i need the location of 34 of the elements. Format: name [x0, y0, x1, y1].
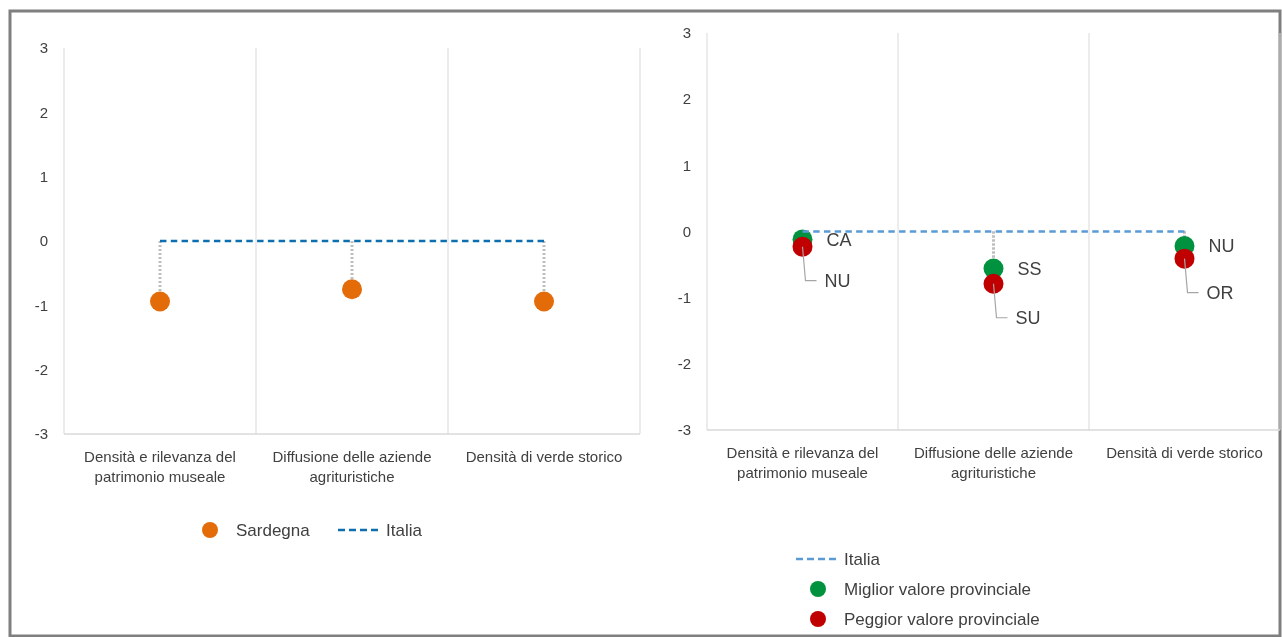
y-tick-label: -1	[677, 288, 691, 306]
point	[792, 236, 813, 257]
y-tick-label: -3	[34, 425, 48, 443]
annotation: NU	[1208, 236, 1235, 257]
x-tick-label: Densità di verde storico	[1106, 444, 1263, 461]
legend-label: Sardegna	[236, 520, 311, 540]
legend-label: Italia	[844, 549, 881, 569]
y-tick-label: 2	[682, 90, 691, 108]
x-tick-label: Diffusione delle aziende agrituristiche	[913, 444, 1074, 481]
legend-label: Italia	[386, 520, 423, 540]
y-tick-label: -1	[34, 296, 48, 314]
annotation: SU	[1015, 308, 1041, 329]
y-tick-label: 0	[682, 222, 691, 240]
point	[983, 273, 1004, 294]
annotation: SS	[1017, 258, 1042, 279]
y-tick-label: 1	[39, 167, 48, 185]
y-tick-label: 3	[682, 24, 691, 42]
annotation: OR	[1206, 282, 1234, 303]
annotation: NU	[824, 271, 851, 292]
legend-label: Miglior valore provinciale	[844, 579, 1032, 599]
x-tick-label: Densità e rilevanza del patrimonio museale	[84, 448, 236, 485]
y-tick-label: 2	[39, 103, 48, 121]
x-tick-label: Densità e rilevanza del patrimonio museale	[726, 444, 879, 481]
x-tick-label: Densità di verde storico	[465, 448, 623, 465]
annotation: CA	[826, 229, 852, 250]
y-tick-label: 0	[39, 232, 48, 250]
y-tick-label: 3	[39, 39, 48, 57]
point	[1174, 248, 1195, 269]
y-tick-label: 1	[682, 156, 691, 174]
x-tick-label: Diffusione delle aziende agrituristiche	[272, 448, 432, 485]
y-tick-label: -3	[677, 421, 691, 439]
y-tick-label: -2	[34, 360, 48, 378]
legend-label: Peggior valore provinciale	[844, 609, 1040, 629]
y-tick-label: -2	[677, 355, 691, 373]
